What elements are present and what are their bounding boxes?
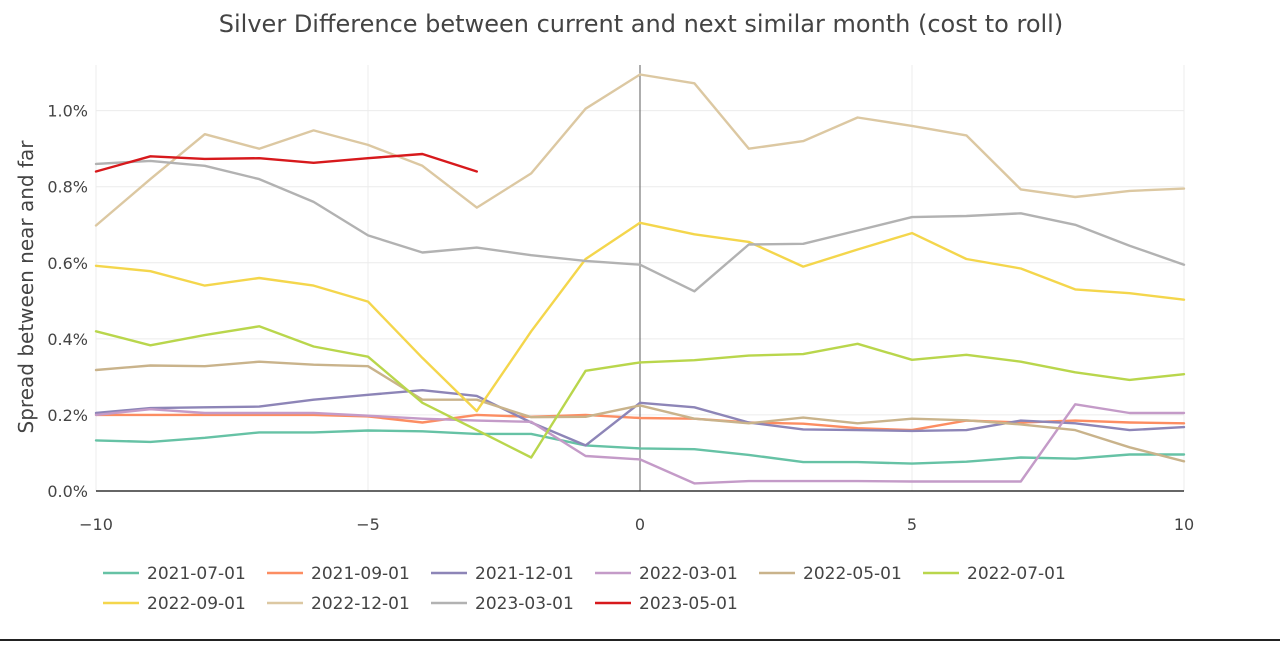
legend-item[interactable]: 2022-09-01 [103,594,246,614]
legend-label: 2023-05-01 [639,594,738,614]
legend-item[interactable]: 2021-07-01 [103,564,246,584]
legend-item[interactable]: 2022-03-01 [595,564,738,584]
y-axis-label: Spread between near and far [14,140,38,434]
series-line-2022-07-01 [94,325,1186,459]
legend-item[interactable]: 2023-03-01 [431,594,574,614]
legend[interactable]: 2021-07-01 2021-09-01 2021-12-01 2022-03-01… [103,564,1066,614]
legend-label: 2021-07-01 [147,564,246,584]
legend-label: 2022-05-01 [803,564,902,584]
legend-label: 2021-12-01 [475,564,574,584]
x-tick-label: 0 [635,515,645,534]
legend-item[interactable]: 2022-12-01 [267,594,410,614]
bottom-divider [0,639,1280,641]
y-tick-label: 1.0% [47,102,88,121]
series-line-2023-03-01 [94,159,1186,293]
legend-label: 2021-09-01 [311,564,410,584]
x-tick-label: 5 [907,515,917,534]
y-tick-label: 0.0% [47,482,88,501]
series-line-2022-05-01 [94,360,1186,463]
legend-item[interactable]: 2022-05-01 [759,564,902,584]
legend-label: 2023-03-01 [475,594,574,614]
series-line-2023-05-01 [94,152,478,173]
series-line-2022-09-01 [94,221,1186,413]
legend-item[interactable]: 2021-12-01 [431,564,574,584]
chart-title: Silver Difference between current and ne… [219,10,1063,38]
legend-label: 2022-12-01 [311,594,410,614]
axes: 0.0% 0.2% 0.4% 0.6% 0.8% 1.0% −10 −5 0 5 10 [47,102,1194,534]
y-tick-label: 0.4% [47,330,88,349]
legend-label: 2022-07-01 [967,564,1066,584]
x-tick-label: 10 [1174,515,1194,534]
x-tick-label: −10 [79,515,113,534]
legend-item[interactable]: 2023-05-01 [595,594,738,614]
legend-label: 2022-09-01 [147,594,246,614]
y-tick-label: 0.8% [47,178,88,197]
series-line-2021-07-01 [94,429,1186,465]
legend-label: 2022-03-01 [639,564,738,584]
legend-item[interactable]: 2022-07-01 [923,564,1066,584]
series-line-2022-03-01 [94,403,1186,485]
series-lines [94,73,1186,485]
x-tick-label: −5 [356,515,380,534]
y-tick-label: 0.6% [47,254,88,273]
y-tick-label: 0.2% [47,406,88,425]
series-line-2022-12-01 [94,73,1186,227]
legend-item[interactable]: 2021-09-01 [267,564,410,584]
